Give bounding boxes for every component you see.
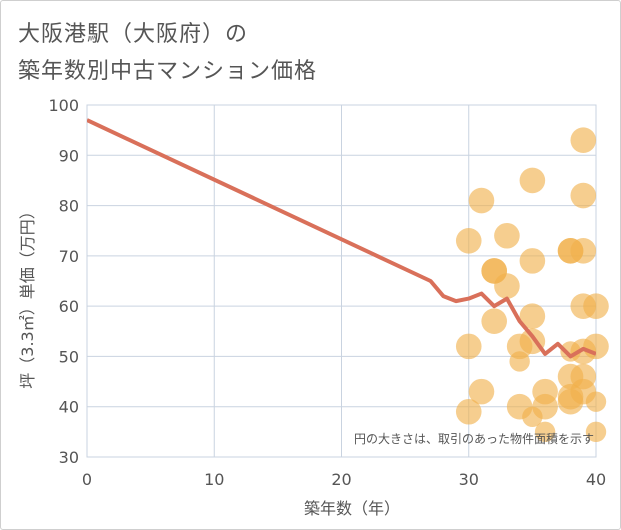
data-bubble — [455, 398, 482, 425]
x-tick-label: 30 — [459, 470, 479, 489]
y-tick-label: 80 — [59, 197, 79, 216]
x-tick-label: 20 — [331, 470, 351, 489]
tick-labels: 0 10 20 30 40 30 40 50 60 70 80 90 100 — [48, 96, 606, 489]
data-bubble — [481, 308, 508, 335]
x-tick-label: 0 — [82, 470, 92, 489]
y-tick-label: 100 — [48, 96, 79, 115]
data-bubble — [468, 378, 495, 405]
x-axis-label: 築年数（年） — [304, 499, 400, 518]
average-line-group — [87, 118, 596, 359]
y-tick-label: 90 — [59, 146, 79, 165]
data-bubble — [583, 293, 609, 319]
data-bubble — [519, 167, 546, 194]
grid — [86, 104, 597, 458]
x-tick-label: 40 — [586, 470, 606, 489]
y-axis-label: 坪（3.3㎡）単価（万円） — [18, 203, 37, 388]
data-bubble — [570, 182, 597, 209]
average-price-line — [87, 118, 596, 359]
data-bubble — [534, 421, 556, 443]
y-tick-label: 30 — [59, 448, 79, 467]
data-bubble — [532, 393, 558, 420]
chart-title-line2: 築年数別中古マンション価格 — [18, 59, 318, 84]
data-bubble — [468, 187, 495, 214]
data-bubble — [585, 421, 607, 443]
data-bubble — [570, 238, 597, 264]
data-bubble — [570, 127, 597, 153]
data-bubble — [455, 333, 482, 360]
x-tick-label: 10 — [204, 470, 224, 489]
data-bubble — [494, 222, 520, 249]
data-bubble — [509, 351, 530, 372]
y-tick-label: 50 — [59, 347, 79, 366]
data-bubble — [583, 333, 609, 360]
data-bubble — [519, 248, 546, 274]
data-bubble — [494, 273, 520, 299]
data-bubble — [455, 227, 482, 254]
data-bubble — [519, 303, 546, 330]
y-tick-label: 60 — [59, 297, 79, 316]
size-note: 円の大きさは、取引のあった物件面積を示す — [354, 431, 594, 446]
y-tick-label: 70 — [59, 247, 79, 266]
chart-title-line1: 大阪港駅（大阪府）の — [18, 22, 249, 47]
bubbles — [455, 127, 609, 443]
y-tick-label: 40 — [59, 398, 79, 417]
data-bubble — [585, 391, 607, 412]
